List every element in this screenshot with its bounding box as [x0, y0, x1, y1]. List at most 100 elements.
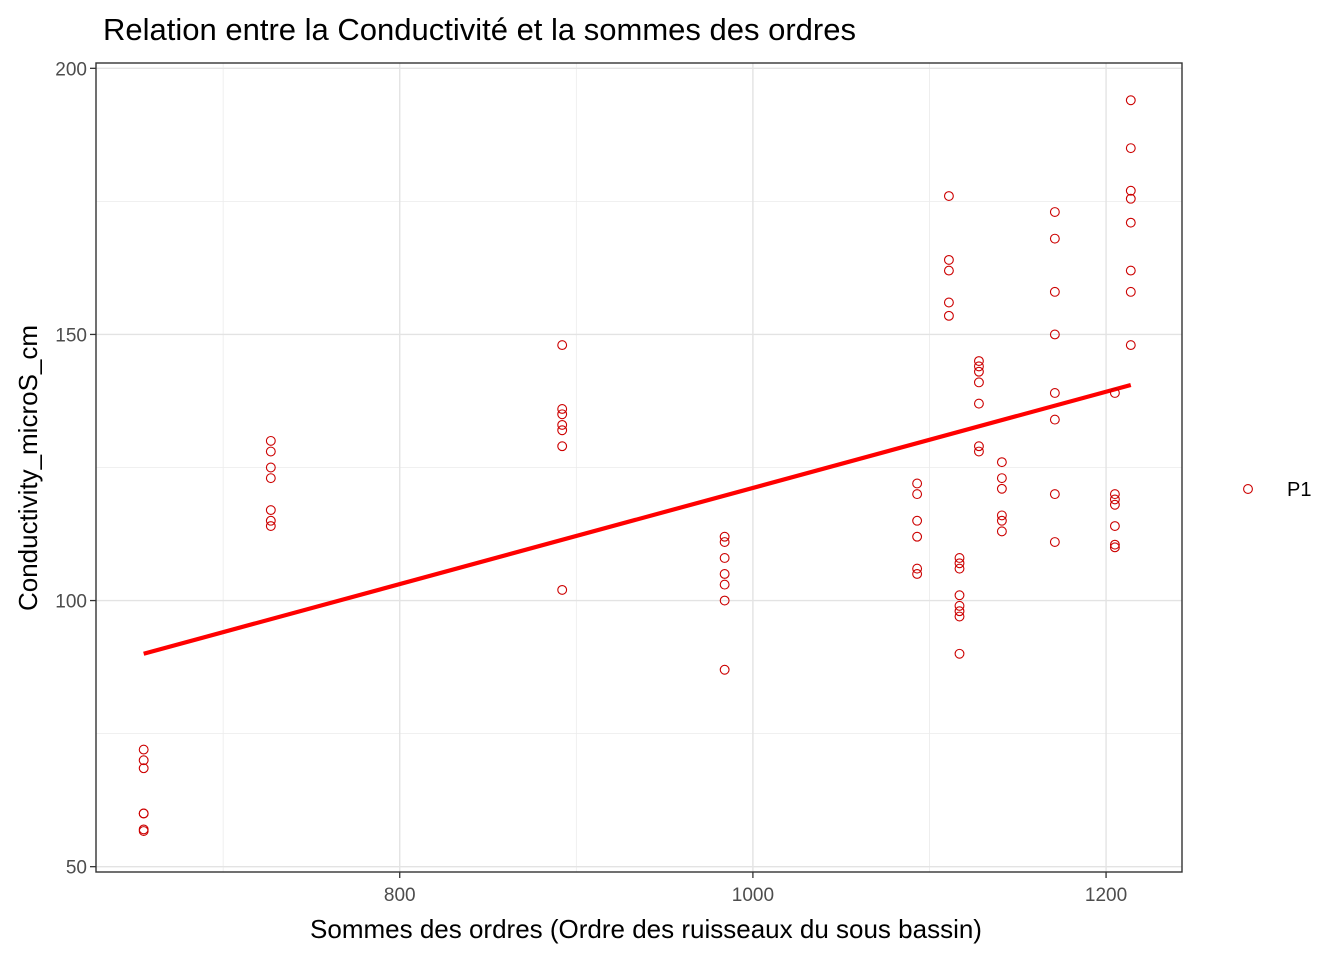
- data-point: [557, 425, 568, 436]
- data-point: [719, 537, 730, 547]
- data-point: [138, 744, 149, 755]
- data-point: [265, 462, 276, 473]
- data-point: [996, 473, 1007, 484]
- data-point: [138, 826, 149, 836]
- chart-title: Relation entre la Conductivité et la som…: [103, 12, 856, 47]
- data-point: [265, 521, 276, 531]
- x-tick-label: 800: [384, 885, 416, 906]
- data-point: [1125, 193, 1136, 204]
- plot-border: [95, 62, 1183, 873]
- data-point: [265, 515, 276, 526]
- data-point: [973, 361, 984, 372]
- data-point: [912, 515, 923, 526]
- data-point: [996, 483, 1007, 494]
- data-point: [996, 526, 1007, 537]
- data-point: [954, 648, 965, 659]
- data-point: [1049, 233, 1060, 244]
- data-point: [138, 755, 149, 766]
- data-point: [1049, 329, 1060, 340]
- data-point: [1125, 217, 1136, 228]
- data-point: [943, 310, 954, 321]
- data-point: [1109, 542, 1120, 553]
- data-point: [943, 297, 954, 308]
- major-gridlines: [96, 63, 1182, 872]
- data-point: [954, 590, 965, 601]
- data-point: [265, 505, 276, 516]
- data-point: [719, 531, 730, 542]
- legend-key-marker: [1243, 484, 1253, 494]
- data-point: [1049, 388, 1060, 398]
- data-point: [943, 254, 954, 265]
- data-point: [1109, 499, 1120, 510]
- data-point: [719, 664, 730, 675]
- data-point: [954, 600, 965, 611]
- minor-gridlines: [96, 63, 1182, 872]
- y-tick-label: 150: [55, 325, 87, 346]
- data-point: [1109, 494, 1120, 505]
- data-point: [973, 441, 984, 452]
- fit-line-layer: [143, 382, 1132, 656]
- data-point: [1109, 489, 1120, 500]
- data-point: [557, 409, 568, 420]
- data-points: [138, 95, 1136, 836]
- legend: P1: [1243, 479, 1311, 501]
- y-tick-label: 100: [55, 592, 87, 613]
- data-point: [1125, 95, 1136, 106]
- data-point: [912, 531, 923, 542]
- data-point: [973, 366, 984, 377]
- data-point: [265, 435, 276, 446]
- data-point: [1049, 537, 1060, 547]
- y-tick-label: 50: [66, 858, 87, 879]
- data-point: [1125, 286, 1136, 297]
- data-point: [1125, 143, 1136, 154]
- axis-tick-labels: 800 1000 1200 50 100 150 200: [55, 59, 1127, 906]
- data-point: [1125, 185, 1136, 196]
- data-point: [265, 473, 276, 484]
- y-axis-title: Conductivity_microS_cm: [13, 325, 43, 611]
- x-tick-label: 1200: [1085, 885, 1127, 906]
- data-point: [1049, 207, 1060, 217]
- data-point: [912, 489, 923, 500]
- data-point: [912, 563, 923, 574]
- data-point: [719, 595, 730, 606]
- axis-ticks: [90, 67, 1107, 878]
- data-point: [557, 584, 568, 595]
- data-point: [943, 265, 954, 276]
- data-point: [138, 808, 149, 819]
- data-point: [912, 568, 923, 579]
- data-point: [973, 377, 984, 388]
- data-point: [973, 398, 984, 409]
- data-point: [1125, 340, 1136, 351]
- data-point: [954, 611, 965, 622]
- data-point: [719, 579, 730, 590]
- data-point: [719, 553, 730, 563]
- data-point: [1109, 539, 1120, 550]
- data-point: [1049, 489, 1060, 500]
- data-point: [719, 568, 730, 579]
- data-point: [1049, 414, 1060, 425]
- legend-label-p1: P1: [1287, 479, 1311, 501]
- data-point: [557, 419, 568, 430]
- data-point: [954, 563, 965, 574]
- data-point: [973, 356, 984, 367]
- data-point: [954, 553, 965, 563]
- data-point: [954, 606, 965, 617]
- x-axis-title: Sommes des ordres (Ordre des ruisseaux d…: [310, 914, 982, 944]
- x-tick-label: 1000: [732, 885, 774, 906]
- data-point: [943, 191, 954, 202]
- data-point: [996, 515, 1007, 526]
- data-point: [1125, 265, 1136, 276]
- data-point: [557, 441, 568, 452]
- data-point: [954, 558, 965, 569]
- data-point: [1109, 388, 1120, 398]
- y-tick-label: 200: [55, 59, 87, 80]
- regression-line: [143, 382, 1132, 656]
- data-point: [996, 510, 1007, 521]
- data-point: [557, 404, 568, 414]
- data-point: [1109, 521, 1120, 531]
- data-point: [138, 763, 149, 774]
- data-point: [973, 446, 984, 457]
- data-point: [996, 457, 1007, 468]
- data-point: [912, 478, 923, 489]
